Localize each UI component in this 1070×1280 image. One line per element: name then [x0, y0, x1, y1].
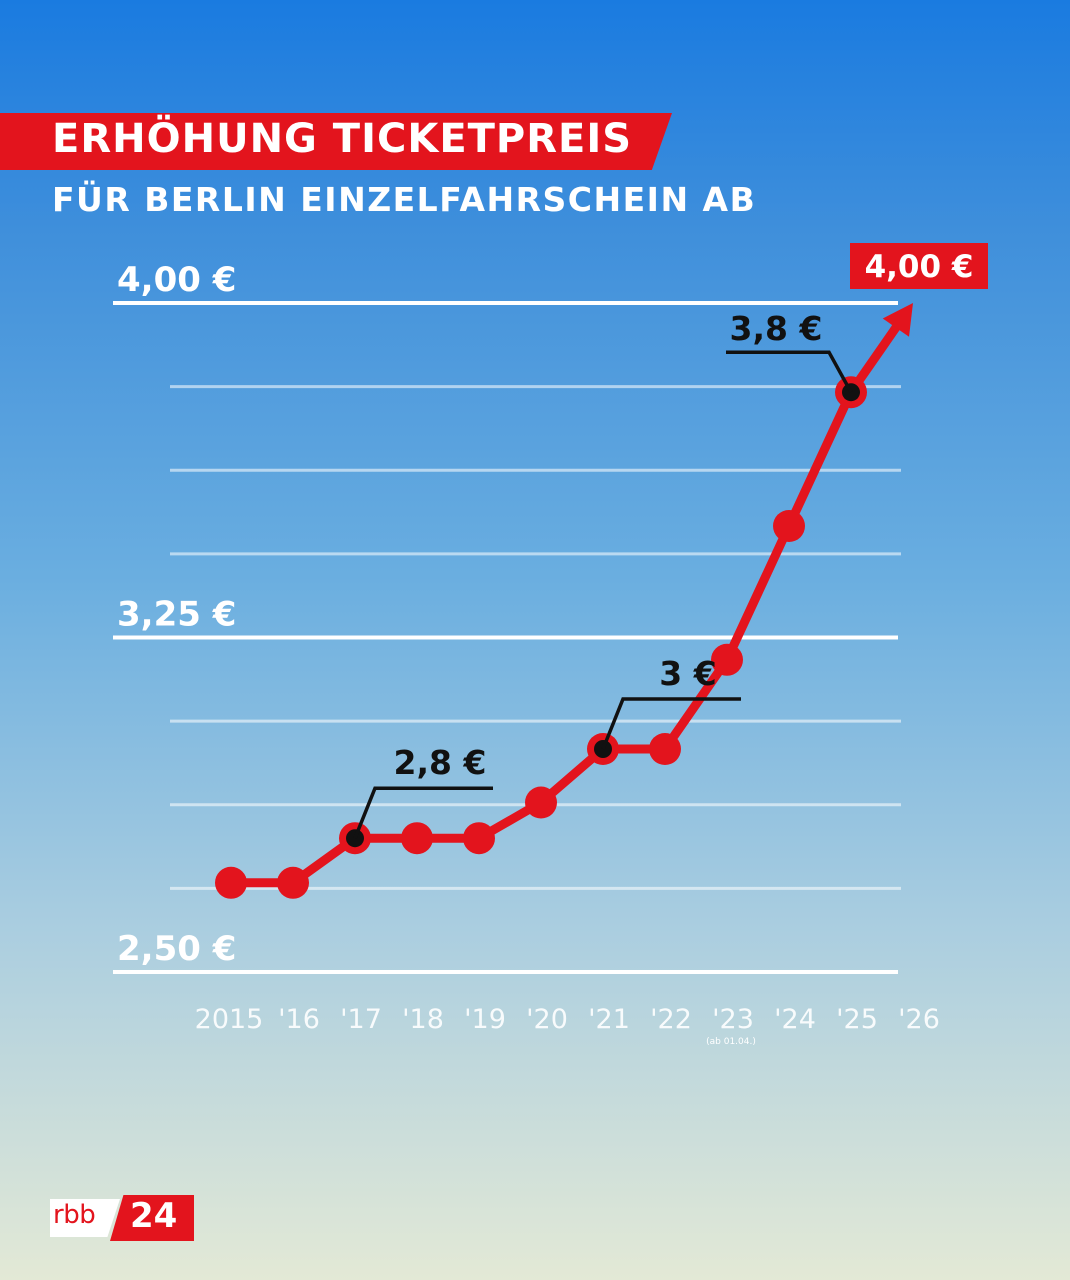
annotation-label: 3,8 € — [730, 309, 823, 348]
x-tick-label: '21 — [588, 1004, 630, 1035]
annotation-label: 2,8 € — [394, 743, 487, 782]
data-point — [277, 866, 309, 899]
annotation-leader — [601, 697, 741, 750]
x-tick-label: '17 — [340, 1004, 382, 1035]
x-tick-label: '25 — [836, 1004, 878, 1035]
end-label-box — [850, 243, 988, 289]
x-tick-label: '16 — [278, 1004, 320, 1035]
y-tick-label: 3,25 € — [117, 595, 236, 635]
x-tick-label: '18 — [402, 1004, 444, 1035]
data-point — [463, 822, 495, 855]
y-tick-label: 2,50 € — [117, 929, 236, 969]
x-tick-label: '24 — [774, 1004, 816, 1035]
x-tick-label: '22 — [650, 1004, 692, 1035]
data-point — [215, 866, 247, 899]
logo-white-block — [50, 1199, 120, 1237]
logo-rbb-text: rbb — [53, 1200, 96, 1230]
data-point — [649, 733, 681, 765]
x-tick-label: '23 — [712, 1004, 754, 1035]
data-point — [401, 822, 433, 855]
data-point — [525, 786, 557, 819]
data-point — [773, 510, 805, 542]
chart-subtitle: FÜR BERLIN EINZELFAHRSCHEIN AB — [52, 180, 757, 219]
chart-title: ERHÖHUNG TICKETPREIS — [52, 116, 633, 162]
x-tick-note: (ab 01.04.) — [706, 1037, 756, 1047]
arrow-head — [882, 303, 913, 337]
logo-red-block — [110, 1195, 194, 1241]
data-point — [711, 643, 743, 676]
x-tick-label: '20 — [526, 1004, 568, 1035]
x-tick-label: 2015 — [195, 1004, 264, 1035]
annotation-leader — [353, 786, 493, 839]
x-tick-label: '19 — [464, 1004, 506, 1035]
annotation-label: 3 € — [659, 654, 716, 693]
annotation-leader — [726, 350, 853, 394]
rbb24-logo: rbb 24 — [50, 1195, 194, 1241]
end-label: 4,00 € — [865, 249, 974, 285]
x-tick-label: '26 — [898, 1004, 940, 1035]
y-tick-label: 4,00 € — [117, 260, 236, 300]
logo-24-text: 24 — [130, 1196, 178, 1236]
title-bar — [0, 113, 672, 170]
